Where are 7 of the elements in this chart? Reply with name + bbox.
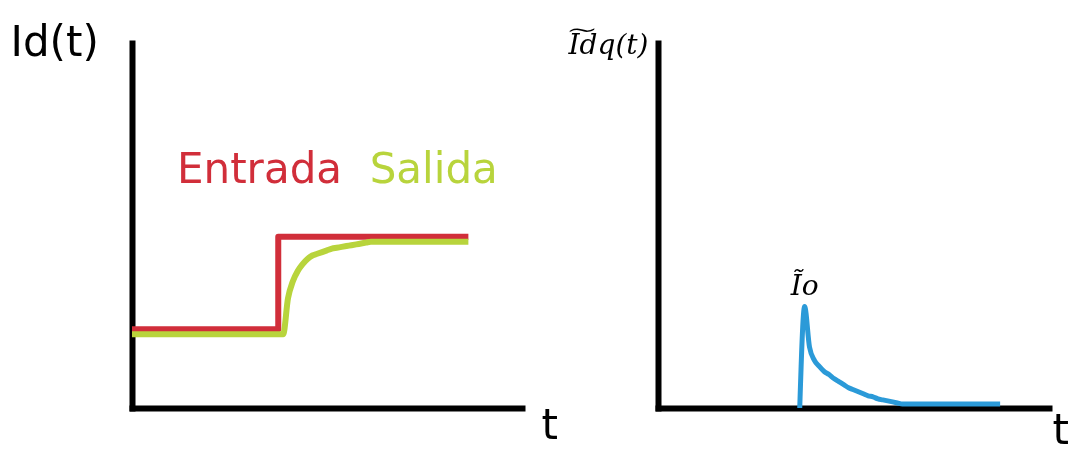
- series-label: Salida: [369, 144, 498, 193]
- x-axis-title: t: [1052, 404, 1069, 454]
- y-axis-title: I͠dq(t): [567, 27, 649, 61]
- annotation: Ĩo: [789, 268, 819, 302]
- series-label: Entrada: [177, 144, 343, 193]
- x-axis-title: t: [541, 399, 558, 449]
- y-axis-title: Id(t): [10, 16, 99, 66]
